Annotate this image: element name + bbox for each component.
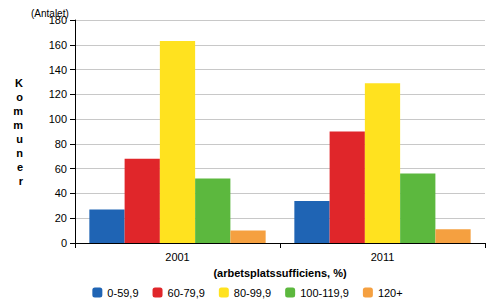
svg-text:0: 0 — [61, 237, 67, 249]
svg-text:K: K — [15, 77, 23, 89]
svg-text:u: u — [16, 133, 23, 145]
svg-text:(arbetsplatssufficiens, %): (arbetsplatssufficiens, %) — [213, 267, 347, 279]
svg-text:80: 80 — [55, 138, 67, 150]
svg-text:(Antalet): (Antalet) — [31, 8, 69, 19]
svg-text:2011: 2011 — [371, 251, 395, 263]
svg-text:40: 40 — [55, 187, 67, 199]
svg-text:n: n — [16, 147, 23, 159]
svg-text:140: 140 — [49, 64, 67, 76]
svg-text:120+: 120+ — [378, 287, 403, 299]
svg-text:160: 160 — [49, 39, 67, 51]
svg-text:o: o — [16, 91, 23, 103]
svg-text:20: 20 — [55, 212, 67, 224]
svg-text:2001: 2001 — [165, 251, 189, 263]
svg-text:r: r — [19, 175, 24, 187]
svg-text:e: e — [17, 161, 23, 173]
svg-text:60: 60 — [55, 163, 67, 175]
svg-text:80-99,9: 80-99,9 — [234, 287, 271, 299]
svg-text:100-119,9: 100-119,9 — [300, 287, 349, 299]
svg-text:60-79,9: 60-79,9 — [168, 287, 205, 299]
svg-text:m: m — [13, 105, 23, 117]
svg-text:0-59,9: 0-59,9 — [107, 287, 138, 299]
svg-text:120: 120 — [49, 88, 67, 100]
svg-text:m: m — [13, 119, 23, 131]
svg-text:100: 100 — [49, 113, 67, 125]
svg-text:180: 180 — [48, 14, 67, 26]
